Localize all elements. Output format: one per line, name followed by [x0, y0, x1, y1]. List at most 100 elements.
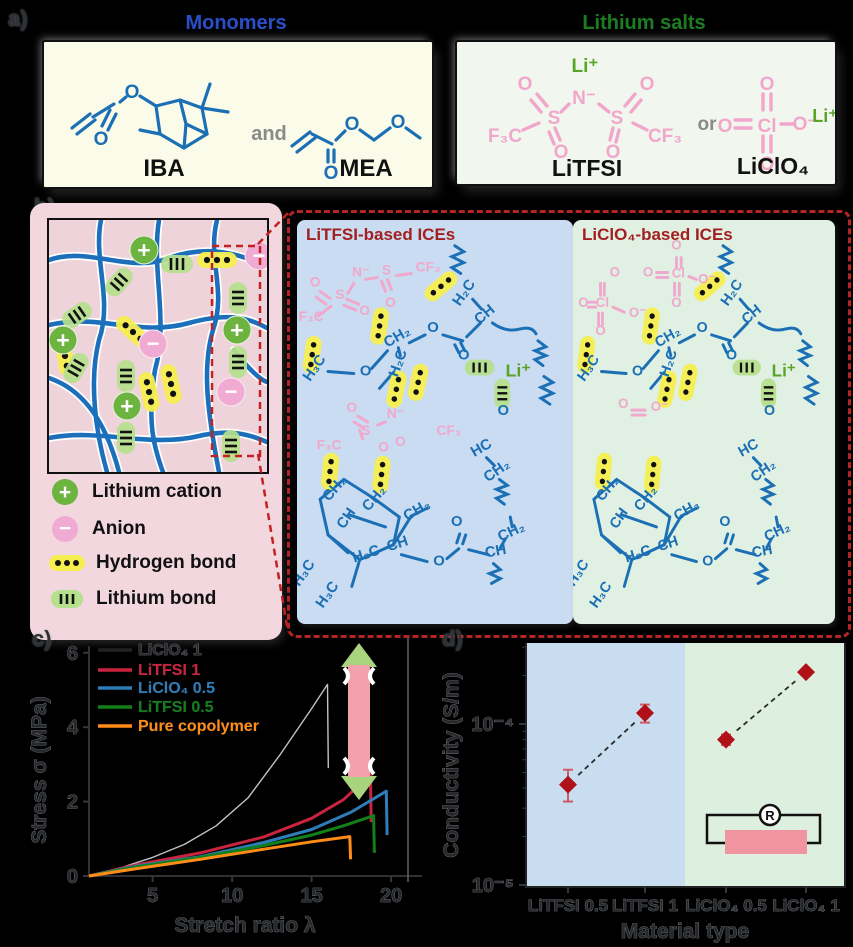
legend-label: Lithium bond [96, 588, 217, 609]
anion: − [216, 377, 246, 407]
anion-atom-label: F₃C [299, 308, 324, 324]
clo4-o-minus: O⁻ [793, 114, 818, 135]
anion-atom-label: S [382, 261, 391, 277]
chain-atom-label: CH₃ [671, 496, 702, 524]
hydrogen-bond [577, 335, 596, 374]
chain-atom-label: CH [484, 542, 508, 561]
hydrogen-bond [657, 370, 677, 408]
trend-line [736, 680, 796, 732]
y-tick-label: 10⁻⁵ [472, 875, 514, 897]
trend-line [577, 721, 636, 776]
mea-name: MEA [339, 155, 392, 182]
hydrogen-bond [302, 335, 322, 374]
y-axis-title: Conductivity (S/m) [440, 672, 463, 858]
anion-bonds [314, 271, 413, 441]
anion-atom-label: O [643, 264, 653, 279]
hydrogen-bond [197, 252, 237, 268]
anion-atom-label: O [385, 294, 396, 310]
anion-bonds [586, 256, 698, 417]
anion-atom-label: O [578, 295, 588, 310]
lithium-bond [229, 282, 247, 314]
tfsi-o1: O [518, 74, 533, 95]
chain-atom-label: O [427, 320, 439, 336]
chain-atom-label: H₃C [573, 556, 593, 589]
lithium-cation: + [112, 391, 142, 421]
chain-atom-label: CH₂ [481, 457, 513, 486]
network-schematic: + + + + − − − [48, 220, 274, 472]
clo4-o-left: O [718, 116, 733, 137]
hydrogen-bond [372, 455, 391, 494]
data-point-diamond [797, 663, 815, 682]
lithium-bond [63, 352, 89, 384]
panel-d-label: d) [442, 626, 463, 651]
category-label: LiTFSI 1 [612, 896, 678, 915]
chain-atom-label: O [697, 320, 708, 336]
legend-row-lithium-bond: Lithium bond [48, 587, 216, 611]
anion-atom-label: O [671, 237, 681, 252]
tfsi-o3: O [554, 142, 569, 163]
hydrogen-bond [694, 271, 726, 302]
lithium-bond [229, 346, 247, 378]
series-curve [88, 683, 329, 877]
lithium-cation-icon: + [52, 479, 78, 505]
x-axis-title: Material type [621, 920, 749, 943]
lithium-cation: + [48, 325, 78, 355]
litfsi-structure [521, 92, 649, 146]
series-curve [88, 814, 376, 878]
hydrogen-bond [641, 307, 660, 345]
mea-carbonyl-o: O [324, 163, 339, 184]
x-tick-label: 15 [300, 885, 322, 907]
hydrogen-bond [370, 307, 389, 345]
anion-atom-label: O [310, 273, 321, 289]
tfsi-s2: S [611, 108, 624, 129]
chain-atom-label: H₃C [313, 579, 343, 612]
chain-atom-label: O [702, 553, 713, 569]
legend-row-hydrogen-bond: Hydrogen bond [48, 551, 236, 575]
sample-rect [725, 830, 807, 854]
liclo4-li-ion: Li⁺ [812, 106, 835, 126]
salt-structures: Li⁺ N⁻ S S O O O O F₃C CF₃ LiTFSI or O C… [488, 56, 838, 181]
hydrogen-bond [138, 372, 160, 412]
polymer-bonds [318, 244, 557, 588]
hydrogen-bond [594, 452, 613, 491]
hydrogen-bond [160, 364, 182, 404]
anion-atom-label: N⁻ [352, 263, 369, 279]
y-tick-label: 2 [67, 792, 78, 814]
axes [525, 643, 846, 888]
legend-entry: LiTFSI 1 [138, 662, 200, 679]
chain-atom-label: CH [751, 542, 774, 562]
conductivity-chart: 10⁻⁴ 10⁻⁵ LiTFSI 0.5 LiTFSI 1 LiClO₄ 0.5 LiCl… [440, 643, 846, 943]
legend-entry: LiClO₄ 0.5 [138, 680, 215, 697]
mea-o1: O [345, 114, 360, 135]
stress-strain-chart: 0 2 4 6 5 10 15 20 Stretch ratio λ Stress σ (MPa)… [30, 638, 422, 937]
chain-atom-label: O [498, 403, 510, 419]
anion-atom-label: O⁻ [629, 305, 646, 320]
anion-atom-label: Cl [596, 295, 609, 310]
category-label: LiClO₄ 1 [772, 896, 840, 915]
chain-atom-label: O [764, 403, 775, 419]
anion-atom-label: O [359, 302, 370, 318]
legend-label: Anion [92, 518, 146, 539]
anion-atom-label: O [395, 433, 406, 449]
anion-atom-label: Cl [672, 265, 685, 280]
y-tick-label: 10⁻⁴ [471, 714, 514, 736]
lithium-bond [161, 255, 193, 273]
svg-text:+: + [59, 481, 71, 504]
litfsi-ice-panel: LiTFSI-based ICEs Li⁺ O S N⁻ S CF₃ F₃C O O O N⁻ S F₃… [297, 220, 573, 624]
lithium-cation: + [222, 315, 252, 345]
chain-atom-label: O [632, 363, 643, 379]
legend-label: Lithium cation [92, 481, 222, 502]
anion-atom-label: F₃C [317, 437, 342, 453]
data-point-diamond [636, 704, 654, 723]
litfsi-ice-title: LiTFSI-based ICEs [306, 225, 456, 244]
legend-label: Hydrogen bond [96, 552, 237, 573]
svg-text:−: − [147, 331, 160, 356]
network-panel: + + + + − − − + Lithium cation − Anion Hydroge… [30, 203, 282, 640]
anion-atom-label: S [335, 286, 344, 302]
y-tick-label: 4 [67, 717, 79, 739]
svg-text:+: + [120, 393, 133, 419]
hydrogen-bond-icon [49, 555, 85, 571]
anion-atom-label: N⁻ [387, 405, 404, 421]
